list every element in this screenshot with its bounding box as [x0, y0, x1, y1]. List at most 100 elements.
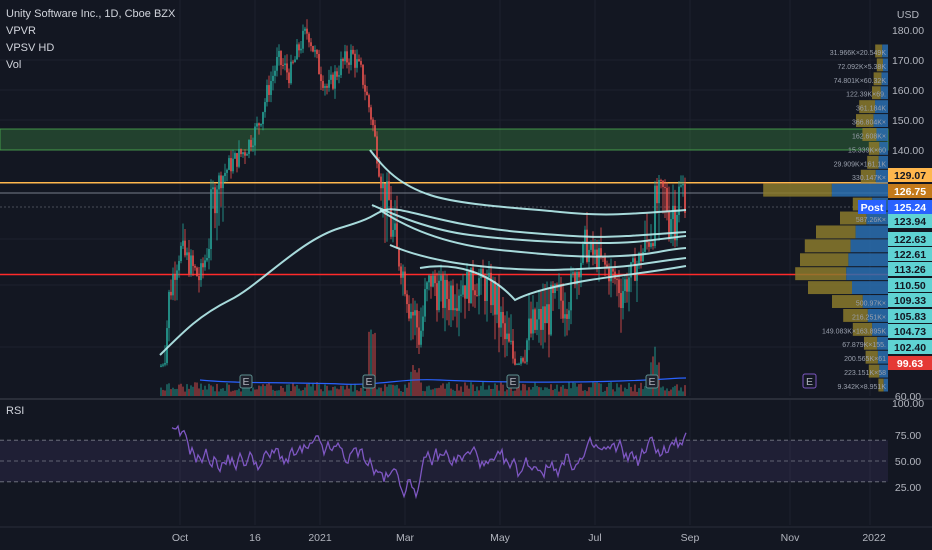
volume-profile-bar [831, 183, 888, 197]
price-tag: 125.24 [888, 200, 932, 214]
candle-body [656, 185, 658, 204]
volume-bar [186, 384, 188, 396]
candle-body [680, 185, 682, 187]
price-tag-label: 110.50 [894, 280, 926, 292]
price-tag-label: 122.63 [894, 234, 926, 246]
volume-bar [476, 386, 478, 396]
rsi-tick: 50.00 [895, 456, 921, 468]
candle-body [310, 42, 312, 47]
candle-body [288, 72, 290, 84]
volume-bar [334, 386, 336, 396]
volume-bar [274, 390, 276, 396]
volume-bar [344, 389, 346, 396]
time-tick: 2021 [308, 532, 332, 544]
indicator-vol[interactable]: Vol [6, 59, 22, 71]
candle-body [572, 272, 574, 274]
volume-bar [678, 390, 680, 396]
volume-bar [676, 384, 678, 396]
candle-body [638, 252, 640, 265]
candle-body [406, 294, 408, 305]
volume-bar [546, 387, 548, 396]
rsi-title[interactable]: RSI [6, 405, 25, 417]
volume-bar [618, 387, 620, 396]
candle-body [246, 153, 248, 156]
volume-bar [582, 390, 584, 396]
post-label: Post [861, 202, 884, 214]
rsi-tick: 25.00 [895, 482, 921, 494]
candle-body [540, 308, 542, 330]
volume-bar [474, 391, 476, 396]
volume-bar [164, 390, 166, 396]
time-axis[interactable]: Oct 16 2021 Mar May Jul Sep Nov 2022 [0, 526, 932, 544]
volume-bar [346, 385, 348, 396]
time-tick: Oct [172, 532, 188, 544]
volume-bar [488, 385, 490, 396]
volume-bar [352, 391, 354, 396]
volume-bar [408, 382, 410, 396]
volume-bar [280, 386, 282, 396]
candle-body [462, 285, 464, 295]
volume-bar [236, 390, 238, 396]
volume-bar [620, 384, 622, 396]
volume-bar [550, 384, 552, 396]
candle-body [494, 281, 496, 315]
earnings-marker[interactable]: E [506, 374, 520, 389]
candle-body [616, 278, 618, 280]
price-tag-label: 105.83 [894, 311, 926, 323]
volume-profile-bar [882, 58, 888, 72]
candle-body [618, 279, 620, 294]
candle-body [418, 327, 420, 345]
candle-body [312, 46, 314, 52]
price-tag-bg [888, 262, 932, 276]
candle-body [378, 163, 380, 177]
volume-profile-label: 29.909K×161.1K [834, 161, 887, 168]
volume-bar [684, 385, 686, 396]
volume-bar [224, 390, 226, 396]
volume-bar [372, 334, 374, 396]
candle-body [586, 229, 588, 262]
volume-bar [564, 388, 566, 396]
earnings-marker[interactable]: E [239, 374, 253, 389]
volume-bar [662, 386, 664, 396]
volume-bar [668, 391, 670, 396]
candle-body [388, 181, 390, 200]
volume-bar [594, 382, 596, 396]
candle-body [232, 158, 234, 172]
volume-profile-bar [876, 58, 883, 72]
volume-bar [312, 382, 314, 396]
symbol-title[interactable]: Unity Software Inc., 1D, Cboe BZX [6, 8, 176, 20]
candle-body [644, 240, 646, 252]
indicator-vpsv[interactable]: VPSV HD [6, 42, 55, 54]
candle-body [608, 267, 610, 282]
volume-bar [316, 382, 318, 396]
volume-bar [608, 382, 610, 396]
time-tick: Nov [781, 532, 800, 544]
volume-bar [260, 386, 262, 396]
earnings-marker[interactable]: E [645, 374, 659, 389]
candle-body [180, 245, 182, 262]
candle-body [350, 49, 352, 65]
price-tick: 140.00 [892, 145, 924, 157]
candle-body [666, 187, 668, 212]
volume-profile-bar [868, 141, 880, 155]
volume-bar [172, 387, 174, 396]
price-axis[interactable]: USD 180.00 170.00 160.00 150.00 140.00 60.00 12… [858, 9, 932, 494]
indicator-vpvr[interactable]: VPVR [6, 25, 36, 37]
earnings-marker[interactable]: E [362, 374, 376, 389]
volume-bar [424, 391, 426, 396]
future-earnings-marker[interactable]: E [802, 373, 817, 389]
candle-body [322, 81, 324, 88]
candle-body [606, 264, 608, 268]
volume-bar [630, 386, 632, 396]
volume-bar [642, 389, 644, 396]
volume-bar [310, 386, 312, 396]
volume-profile-bar [808, 281, 852, 295]
candle-body [340, 58, 342, 76]
volume-bar [262, 384, 264, 396]
volume-bar [536, 385, 538, 396]
volume-bar [418, 368, 420, 396]
volume-bar [606, 386, 608, 396]
volume-bar [230, 391, 232, 396]
